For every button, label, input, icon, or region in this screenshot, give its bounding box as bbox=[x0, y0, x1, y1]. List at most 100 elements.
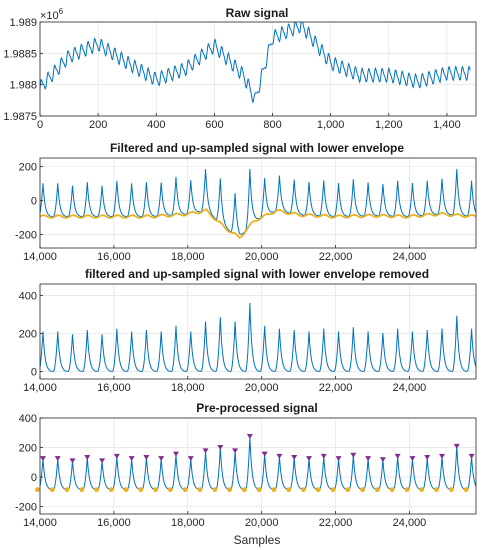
x-tick-label: 24,000 bbox=[393, 251, 427, 263]
trough-marker bbox=[49, 487, 55, 493]
y-tick-label: 400 bbox=[19, 413, 37, 425]
peak-marker bbox=[143, 455, 150, 461]
envelope-removed-panel: filtered and up-sampled signal with lowe… bbox=[19, 267, 477, 394]
trough-marker bbox=[35, 487, 40, 493]
filtered-signal-line bbox=[40, 168, 476, 235]
x-tick-label: 16,000 bbox=[97, 517, 131, 529]
filtered-envelope-panel: Filtered and up-sampled signal with lowe… bbox=[15, 141, 477, 263]
x-tick-label: 22,000 bbox=[319, 382, 353, 394]
peak-marker bbox=[379, 457, 386, 463]
x-tick-label: 22,000 bbox=[319, 517, 353, 529]
trough-marker bbox=[108, 487, 114, 493]
trough-marker bbox=[463, 487, 469, 493]
x-tick-label: 1,400 bbox=[433, 119, 461, 131]
raw-signal-panel: Raw signal 0 200 400 600 800 1,000 1,200 1,400 … bbox=[3, 6, 477, 131]
x-tick-label: 24,000 bbox=[393, 382, 427, 394]
y-tick-label: 200 bbox=[19, 328, 37, 340]
preprocessed-title: Pre-processed signal bbox=[196, 401, 317, 415]
x-tick-label: 20,000 bbox=[245, 251, 279, 263]
preprocessed-signal-line bbox=[40, 436, 476, 491]
peak-marker bbox=[217, 445, 224, 451]
trough-marker bbox=[197, 487, 203, 493]
preprocessed-axes-box bbox=[39, 417, 477, 515]
y-tick-label: 1.988 bbox=[9, 80, 37, 92]
peak-marker bbox=[54, 456, 61, 462]
trough-marker bbox=[301, 487, 306, 493]
trough-marker bbox=[360, 487, 365, 493]
x-tick-label: 24,000 bbox=[393, 517, 427, 529]
peak-marker bbox=[394, 453, 401, 459]
lower-envelope-line bbox=[40, 208, 476, 239]
trough-marker bbox=[404, 487, 410, 493]
trough-marker bbox=[168, 487, 173, 493]
x-tick-label: 1,200 bbox=[375, 119, 403, 131]
peak-marker bbox=[276, 453, 283, 459]
y-tick-label: -200 bbox=[15, 229, 37, 241]
x-tick-label: 18,000 bbox=[171, 251, 205, 263]
envelope-removed-x-ticks: 14,000 16,000 18,000 20,000 22,000 24,000 bbox=[23, 376, 426, 394]
filtered-envelope-y-ticks: -200 0 200 bbox=[15, 161, 43, 241]
trough-marker bbox=[389, 487, 395, 493]
peak-marker bbox=[335, 456, 342, 462]
x-tick-label: 14,000 bbox=[23, 382, 57, 394]
trough-marker bbox=[79, 487, 85, 493]
y-tick-label: 400 bbox=[19, 290, 37, 302]
y-tick-label: 1.9885 bbox=[3, 48, 37, 60]
filtered-envelope-x-ticks: 14,000 16,000 18,000 20,000 22,000 24,000 bbox=[23, 245, 426, 263]
peak-marker bbox=[128, 456, 135, 462]
peak-marker bbox=[187, 456, 194, 462]
raw-signal-x-ticks: 0 200 400 600 800 1,000 1,200 1,400 bbox=[37, 113, 461, 131]
preprocessed-x-ticks: 14,000 16,000 18,000 20,000 22,000 24,000 bbox=[23, 511, 426, 529]
x-tick-label: 22,000 bbox=[319, 251, 353, 263]
y-tick-label: 0 bbox=[31, 366, 37, 378]
peak-marker bbox=[365, 456, 372, 462]
filtered-envelope-title: Filtered and up-sampled signal with lowe… bbox=[110, 141, 404, 155]
trough-marker bbox=[448, 487, 454, 493]
peak-marker bbox=[468, 453, 475, 459]
peak-marker bbox=[409, 456, 416, 462]
peak-marker bbox=[158, 456, 165, 462]
x-tick-label: 14,000 bbox=[23, 251, 57, 263]
trough-marker bbox=[153, 487, 159, 493]
y-tick-label: -200 bbox=[15, 502, 37, 514]
filtered-envelope-plot-area bbox=[40, 168, 476, 239]
peak-marker bbox=[39, 456, 46, 462]
envelope-removed-y-ticks: 0 200 400 bbox=[19, 290, 43, 378]
trough-marker bbox=[315, 487, 321, 493]
peak-marker bbox=[69, 458, 76, 464]
trough-marker bbox=[64, 487, 70, 493]
x-tick-label: 16,000 bbox=[97, 382, 131, 394]
peak-marker bbox=[246, 433, 253, 439]
preprocessed-x-axis-label: Samples bbox=[234, 533, 281, 547]
envelope-removed-signal-line bbox=[40, 302, 476, 372]
raw-signal-axes-box bbox=[39, 21, 477, 117]
x-tick-label: 800 bbox=[263, 119, 281, 131]
trough-marker bbox=[419, 487, 425, 493]
x-tick-label: 16,000 bbox=[97, 251, 131, 263]
y-tick-label: 200 bbox=[19, 161, 37, 173]
x-tick-label: 18,000 bbox=[171, 382, 205, 394]
filtered-envelope-axes-box bbox=[39, 157, 477, 249]
trough-marker bbox=[330, 487, 336, 493]
raw-signal-grid bbox=[39, 21, 476, 117]
trough-marker bbox=[271, 487, 277, 493]
x-tick-label: 200 bbox=[89, 119, 107, 131]
peak-marker bbox=[99, 458, 106, 464]
trough-marker bbox=[286, 487, 292, 493]
preprocessed-y-ticks: -200 0 200 400 bbox=[15, 413, 43, 514]
trough-marker bbox=[434, 487, 439, 493]
peak-marker bbox=[439, 453, 446, 459]
envelope-removed-title: filtered and up-sampled signal with lowe… bbox=[85, 267, 429, 281]
filtered-envelope-grid bbox=[39, 158, 476, 248]
peak-marker bbox=[350, 452, 357, 458]
preprocessed-grid bbox=[39, 417, 476, 514]
x-tick-label: 600 bbox=[205, 119, 223, 131]
x-tick-label: 18,000 bbox=[171, 517, 205, 529]
raw-signal-title: Raw signal bbox=[226, 6, 289, 20]
x-tick-label: 0 bbox=[37, 119, 43, 131]
peak-marker bbox=[424, 455, 431, 461]
trough-marker bbox=[212, 487, 218, 493]
preprocessed-panel: Pre-processed signal 14,000 16,000 18,000 2… bbox=[15, 401, 477, 547]
raw-signal-plot-area bbox=[40, 22, 471, 104]
